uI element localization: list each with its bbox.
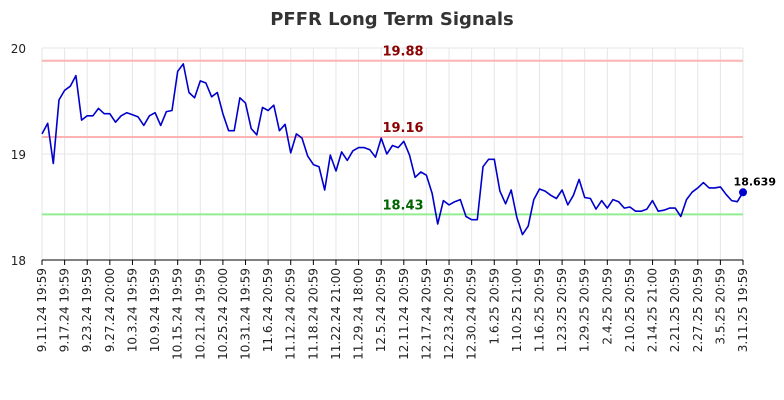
x-tick-label: 3.5.25 20:59 [713,268,727,345]
x-tick-label: 12.11.24 20:59 [397,268,411,360]
last-value-label: 18.639 [734,175,776,188]
x-tick-label: 10.15.24 19:59 [171,268,185,360]
x-tick-label: 12.23.24 20:59 [442,268,456,360]
x-tick-label: 10.25.24 20:00 [216,268,230,360]
x-tick-label: 9.17.24 19:59 [58,268,72,352]
x-tick-label: 1.23.25 20:59 [555,268,569,352]
horizontal-line-label-1: 19.88 [382,45,423,60]
x-tick-label: 1.10.25 21:00 [510,268,524,352]
x-tick-label: 2.21.25 20:59 [668,268,682,352]
last-value-group: 18.639 [734,175,776,197]
x-tick-label: 11.29.24 18:00 [352,268,366,360]
x-axis-ticks: 9.11.24 19:59 9.17.24 19:59 9.23.24 19:59 9… [35,260,750,360]
horizontal-line-label-3: 18.43 [382,198,423,213]
x-tick-label: 11.22.24 21:00 [329,268,343,360]
y-tick-label: 18 [11,254,26,268]
y-axis-ticks: 18 19 20 [11,42,26,268]
series-group [41,63,744,236]
x-tick-label: 10.3.24 19:59 [125,268,139,352]
x-tick-label: 1.16.25 20:59 [532,268,546,352]
x-tick-label: 11.18.24 20:59 [306,268,320,360]
horizontal-lines: 19.88 19.16 18.43 [42,45,743,216]
x-tick-label: 12.17.24 20:59 [419,268,433,360]
x-tick-label: 2.14.25 21:00 [646,268,660,352]
x-tick-label: 12.30.24 20:59 [465,268,479,360]
grid [41,47,744,261]
x-tick-label: 2.4.25 20:59 [600,268,614,345]
y-tick-label: 20 [11,42,26,56]
chart-title: PFFR Long Term Signals [270,9,514,30]
series-line [41,63,744,236]
x-tick-label: 1.6.25 20:59 [487,268,501,345]
last-value-point [739,188,747,197]
x-tick-label: 9.11.24 19:59 [35,268,49,352]
x-tick-label: 12.5.24 20:59 [374,268,388,352]
x-tick-label: 10.9.24 19:59 [148,268,162,352]
x-tick-label: 9.27.24 20:00 [103,268,117,352]
x-tick-label: 2.27.25 20:59 [691,268,705,352]
x-tick-label: 10.31.24 19:59 [239,268,253,360]
x-tick-label: 2.10.25 20:59 [623,268,637,352]
x-tick-label: 11.12.24 20:59 [284,268,298,360]
x-tick-label: 9.23.24 19:59 [80,268,94,352]
horizontal-line-label-2: 19.16 [382,121,423,136]
x-tick-label: 10.21.24 19:59 [193,268,207,360]
y-tick-label: 19 [11,148,26,162]
x-tick-label: 1.29.25 20:59 [578,268,592,352]
x-tick-label: 3.11.25 19:59 [736,268,750,352]
x-tick-label: 11.6.24 20:59 [261,268,275,352]
